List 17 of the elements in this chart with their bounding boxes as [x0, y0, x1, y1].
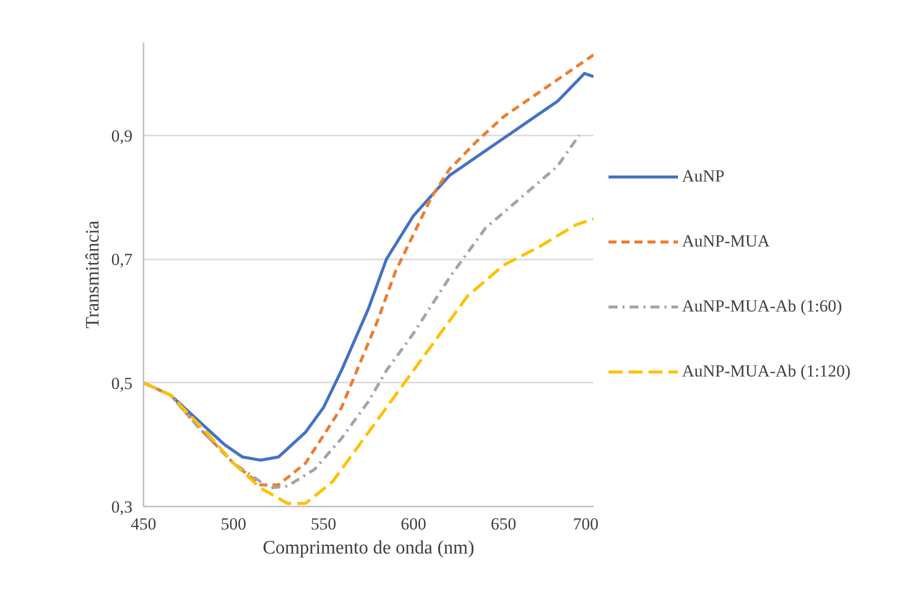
y-tick-label: 0,3 [111, 498, 132, 516]
y-axis-title: Transmitância [82, 220, 104, 329]
x-tick-label: 500 [220, 514, 246, 534]
legend-label: AuNP [682, 166, 725, 186]
x-axis-title: Comprimento de onda (nm) [262, 538, 474, 558]
x-tick-label: 450 [130, 514, 156, 534]
x-tick-label: 700 [573, 514, 598, 534]
y-tick-label: 0,5 [111, 374, 132, 393]
x-tick-label: 650 [490, 514, 516, 534]
legend-label: AuNP-MUA-Ab (1:120) [682, 362, 851, 382]
legend-label: AuNP-MUA-Ab (1:60) [682, 296, 842, 316]
legend-label: AuNP-MUA [682, 232, 770, 252]
line-series [144, 217, 594, 505]
x-tick-label: 600 [400, 514, 426, 534]
x-tick-label: 550 [310, 514, 336, 534]
y-tick-label: 0,9 [111, 126, 132, 146]
y-tick-label: 0,7 [111, 250, 133, 270]
